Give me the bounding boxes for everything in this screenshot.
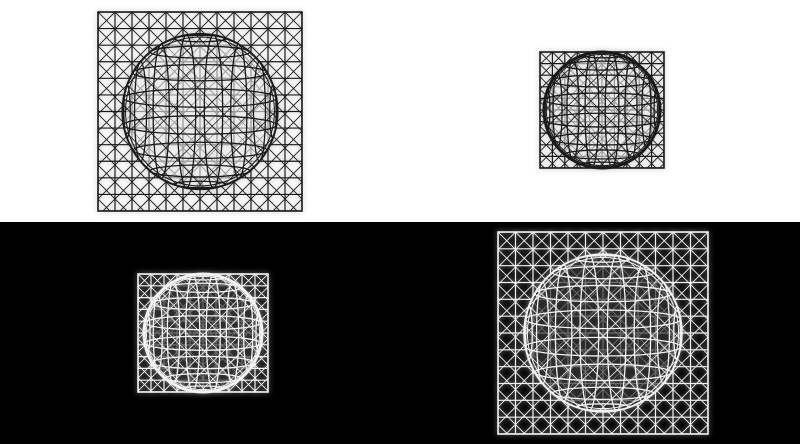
sphere-grid-top-right [539, 50, 665, 170]
sphere-grid-bottom-right [497, 231, 709, 435]
grid-frame [497, 231, 709, 435]
grid-frame [539, 51, 665, 169]
sphere-rim [523, 253, 683, 413]
sphere-rim [121, 32, 279, 191]
grid-frame [97, 11, 303, 212]
sphere-grid-bottom-left [137, 272, 269, 394]
grid-frame [137, 273, 269, 393]
sphere-grid-top-left [97, 11, 303, 212]
